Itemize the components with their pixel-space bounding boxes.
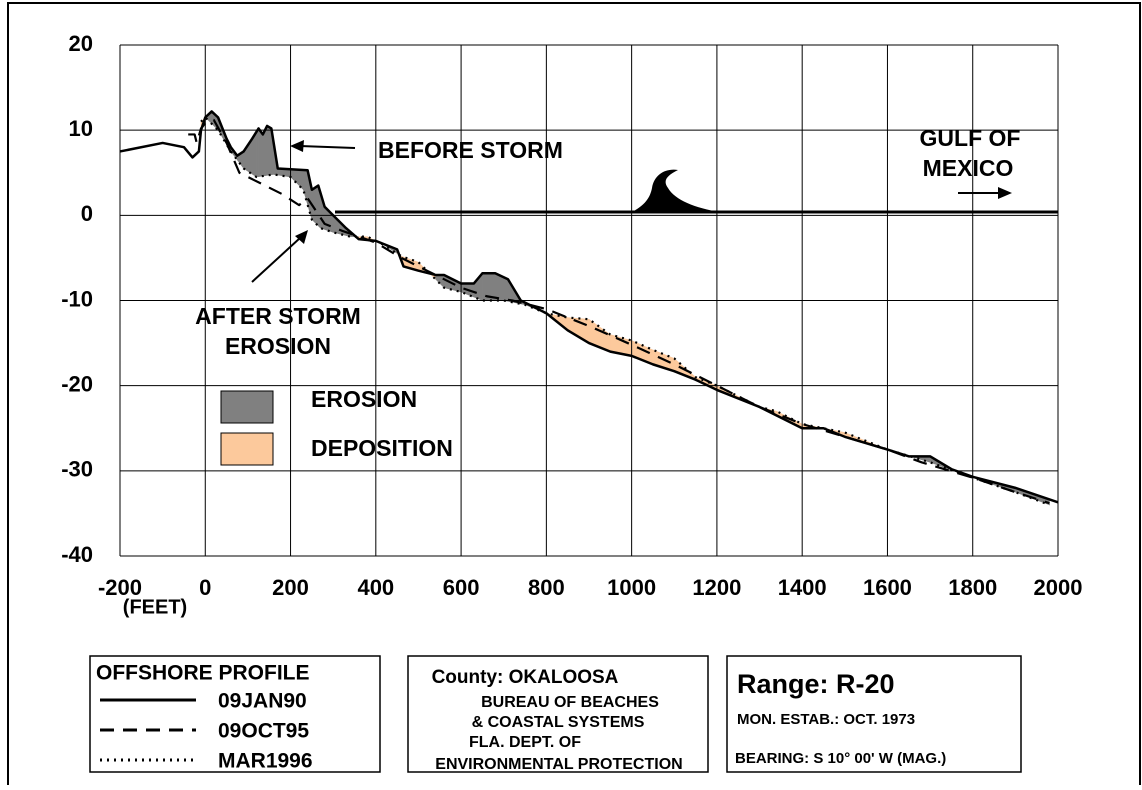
y-tick-label: 0 — [81, 201, 93, 226]
established: MON. ESTAB.: OCT. 1973 — [737, 711, 915, 728]
range-title: Range: R-20 — [737, 669, 895, 699]
erosion-area — [503, 276, 509, 302]
after-storm-label: AFTER STORM — [195, 303, 361, 329]
x-tick-label: 200 — [272, 575, 309, 600]
x-tick-label: -200 — [98, 575, 142, 600]
x-tick-label: 1800 — [948, 575, 997, 600]
legend-title: OFFSHORE PROFILE — [96, 662, 310, 685]
x-tick-label: 1600 — [863, 575, 912, 600]
deposition-swatch — [220, 432, 274, 466]
legend-label: 09JAN90 — [218, 690, 307, 713]
legend-label: MAR1996 — [218, 750, 313, 773]
x-tick-label: 1000 — [607, 575, 656, 600]
frame — [7, 2, 1141, 785]
y-tick-label: 10 — [69, 116, 93, 141]
arrow-head — [290, 140, 304, 152]
county: County: OKALOOSA — [432, 667, 619, 688]
legend-box — [89, 655, 381, 773]
y-tick-label: 20 — [69, 31, 93, 56]
erosion-area — [258, 127, 264, 177]
y-tick-label: -40 — [61, 542, 93, 567]
x-tick-label: 400 — [357, 575, 394, 600]
after-storm-label: EROSION — [225, 333, 331, 359]
gulf-label: GULF OF — [920, 125, 1021, 151]
arrow-head — [295, 230, 308, 244]
x-tick-label: 600 — [443, 575, 480, 600]
profile-line — [119, 110, 1059, 504]
legend: 09JAN90 09OCT95 MAR1996 — [100, 690, 313, 773]
arrow — [299, 145, 356, 149]
x-tick-label: 1400 — [778, 575, 827, 600]
before-storm-label: BEFORE STORM — [378, 137, 563, 163]
x-unit-label: (FEET) — [123, 596, 187, 618]
agency-line: & COASTAL SYSTEMS — [472, 714, 645, 731]
erosion-legend-label: EROSION — [311, 386, 417, 412]
y-tick-label: -10 — [61, 286, 93, 311]
wave — [632, 169, 720, 212]
arrow — [251, 237, 301, 283]
bearing: BEARING: S 10° 00' W (MAG.) — [735, 750, 946, 767]
x-tick-label: 800 — [528, 575, 565, 600]
profile-line — [188, 118, 1050, 505]
agency-box — [407, 655, 709, 773]
erosion-area — [266, 125, 272, 176]
legend-label: 09OCT95 — [218, 720, 309, 743]
x-tick-label: 2000 — [1034, 575, 1083, 600]
deposition-legend-label: DEPOSITION — [311, 435, 453, 461]
agency-line: BUREAU OF BEACHES — [481, 694, 659, 711]
x-tick-label: 0 — [199, 575, 211, 600]
gulf-label: MEXICO — [923, 155, 1014, 181]
agency-line: FLA. DEPT. OF — [469, 734, 581, 751]
y-tick-label: -20 — [61, 371, 93, 396]
arrow-head — [998, 187, 1012, 199]
erosion-area — [256, 127, 259, 178]
agency-line: ENVIRONMENTAL PROTECTION — [435, 756, 682, 773]
range-box — [726, 655, 1022, 773]
erosion-swatch — [220, 390, 274, 424]
y-tick-label: -30 — [61, 457, 93, 482]
x-tick-label: 1200 — [692, 575, 741, 600]
plot — [119, 44, 1059, 557]
